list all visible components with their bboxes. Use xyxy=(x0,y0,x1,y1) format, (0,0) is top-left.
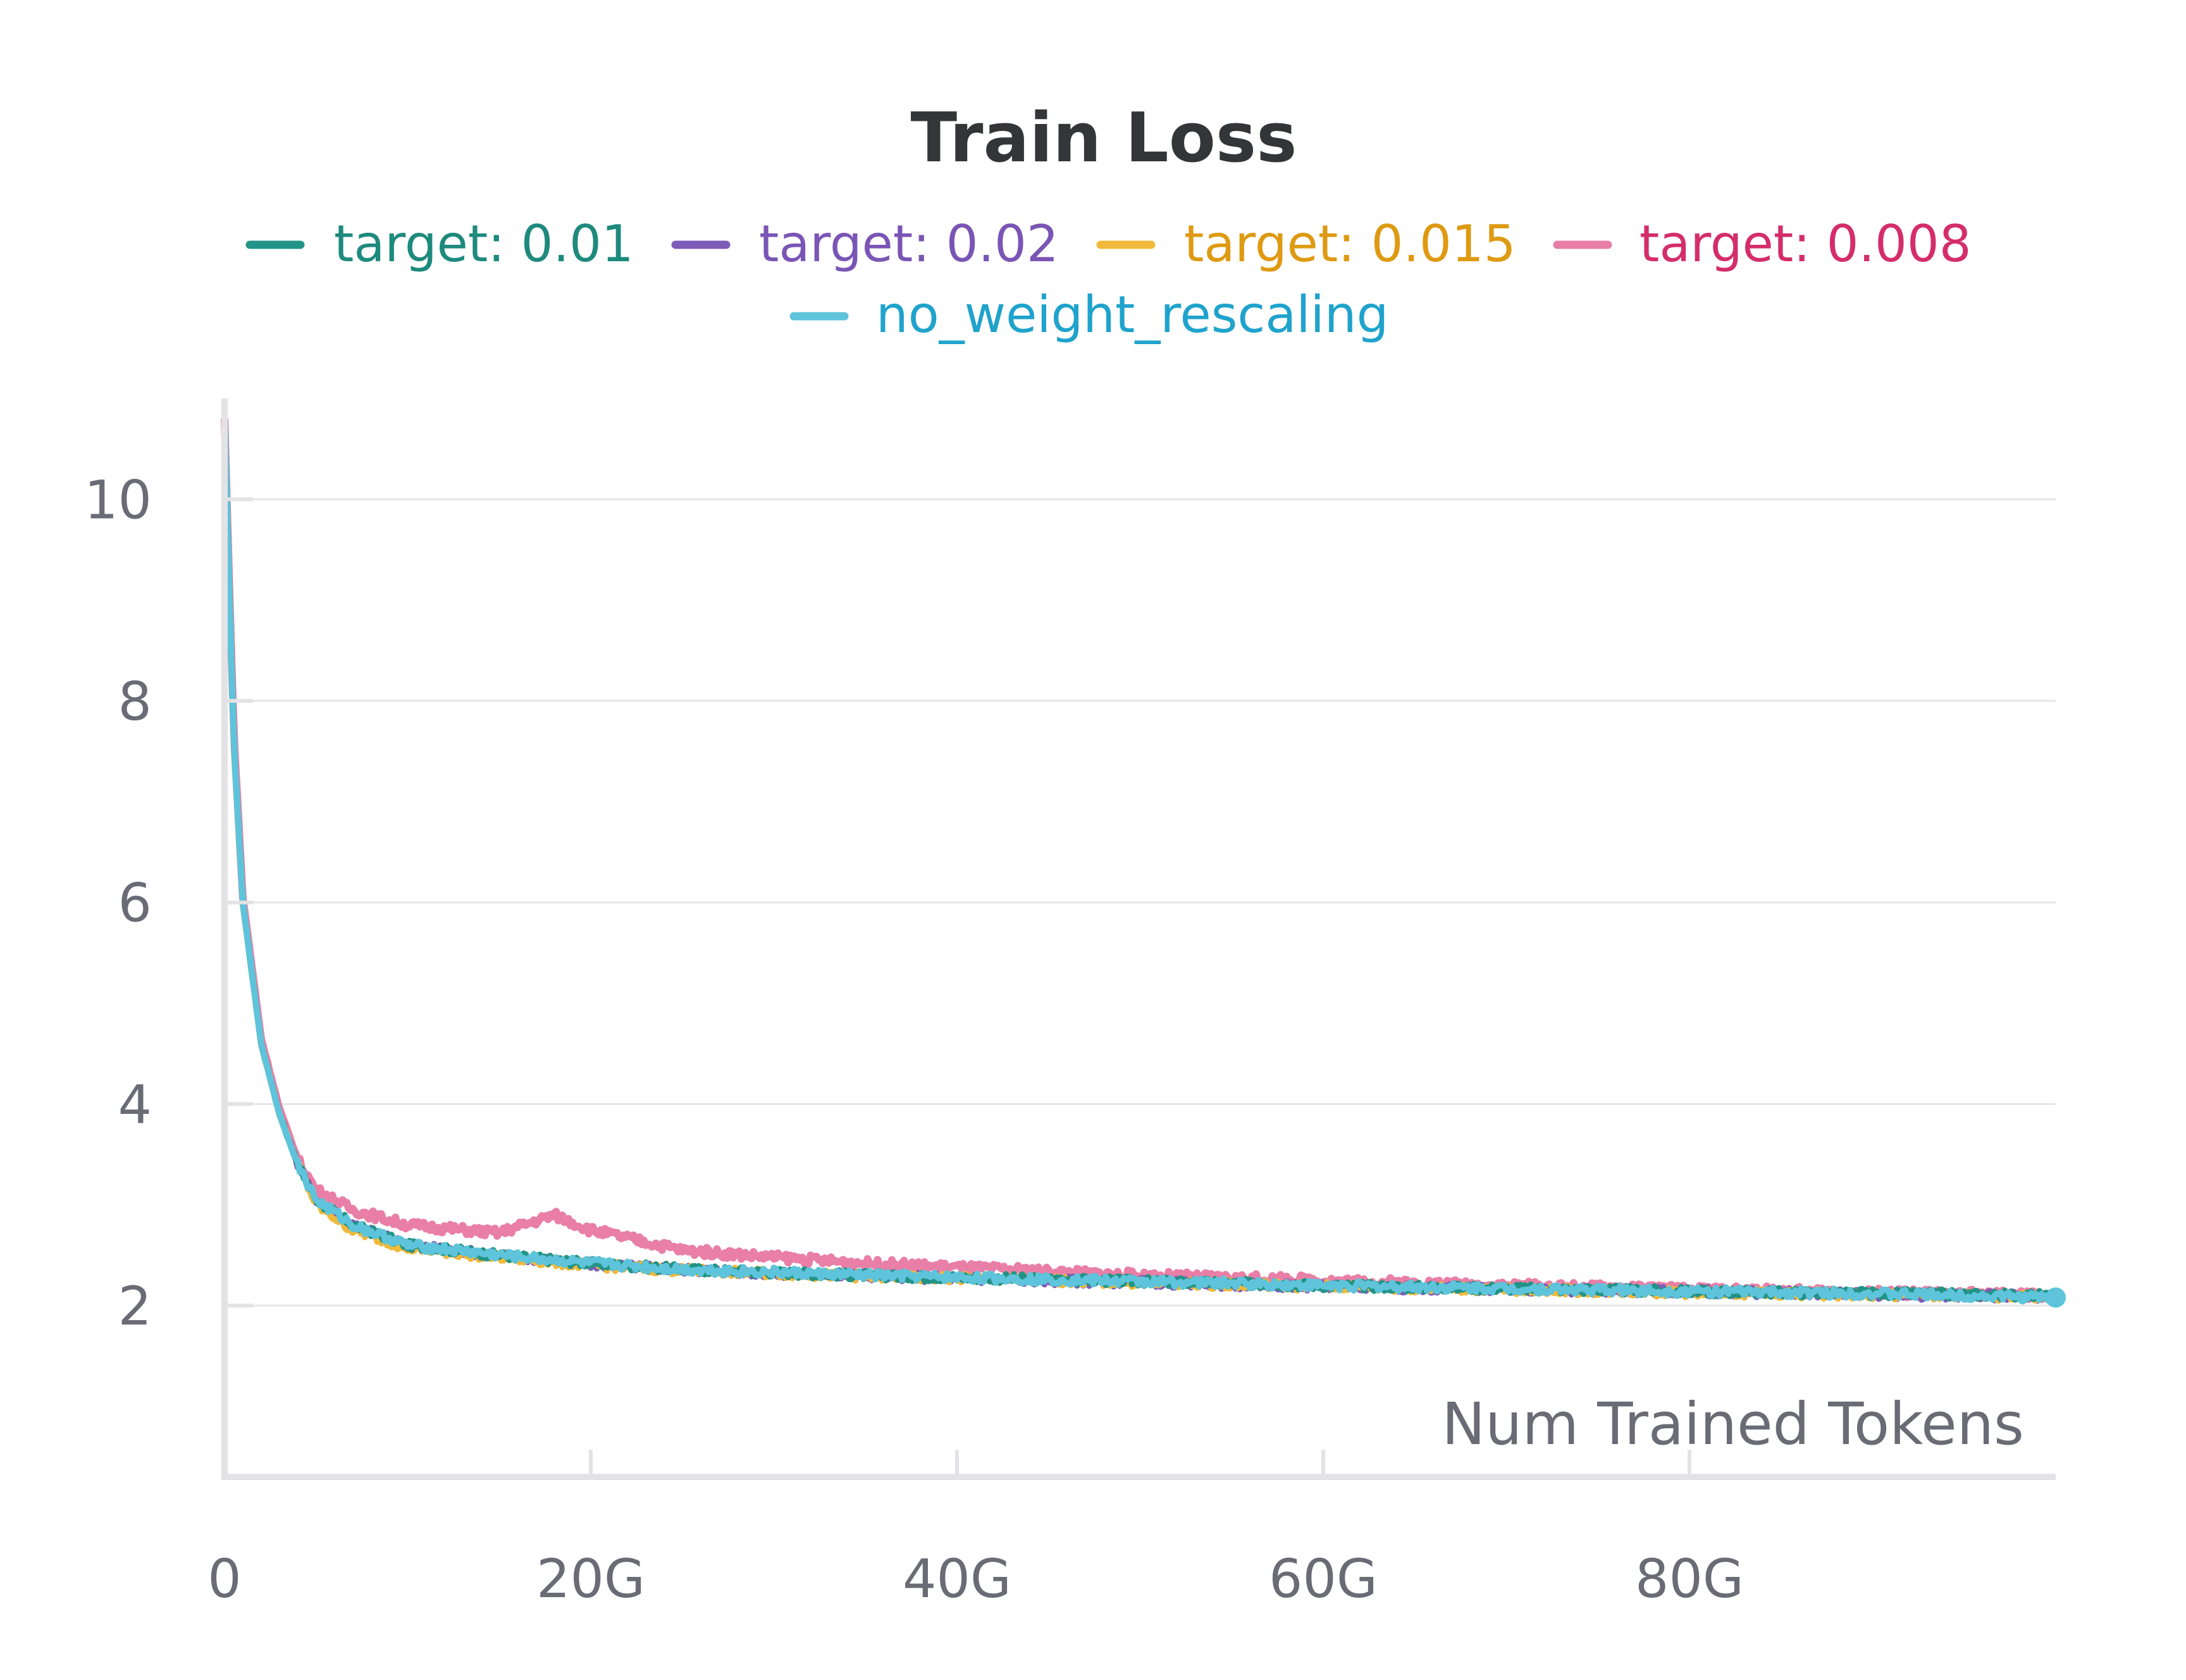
y-tick-label: 10 xyxy=(84,469,152,531)
y-tick-label: 8 xyxy=(118,670,152,732)
series-lines xyxy=(221,417,2059,1305)
chart-title: Train Loss xyxy=(910,99,1297,178)
x-tick-label: 60G xyxy=(1269,1548,1378,1610)
legend-label: no_weight_rescaling xyxy=(876,285,1388,344)
legend-label: target: 0.02 xyxy=(759,214,1059,273)
x-axis-ticks: 0 20G 40G 60G 80G xyxy=(207,1450,1744,1610)
y-axis-ticks: 2 4 6 8 10 xyxy=(84,469,253,1337)
x-tick-label: 80G xyxy=(1635,1548,1744,1610)
x-tick-label: 0 xyxy=(207,1548,241,1610)
series-line xyxy=(221,417,2059,1303)
y-tick-label: 6 xyxy=(118,872,152,934)
end-markers xyxy=(2046,1287,2066,1308)
legend-label: target: 0.015 xyxy=(1184,214,1516,273)
series-line xyxy=(221,419,2057,1304)
series-line xyxy=(221,419,2058,1304)
legend-label: target: 0.01 xyxy=(334,214,634,273)
y-tick-label: 2 xyxy=(118,1275,152,1337)
legend: target: 0.01 target: 0.02 target: 0.015 tar… xyxy=(245,214,1972,344)
legend-label: target: 0.008 xyxy=(1640,214,1972,273)
series-line xyxy=(221,417,2059,1305)
series-end-marker xyxy=(2046,1287,2066,1308)
x-tick-label: 20G xyxy=(536,1548,645,1610)
series-line xyxy=(221,418,2059,1304)
x-axis-label: Num Trained Tokens xyxy=(1442,1390,2024,1458)
y-tick-label: 4 xyxy=(118,1073,152,1135)
grid-lines xyxy=(225,498,2056,1307)
x-tick-label: 40G xyxy=(903,1548,1011,1610)
